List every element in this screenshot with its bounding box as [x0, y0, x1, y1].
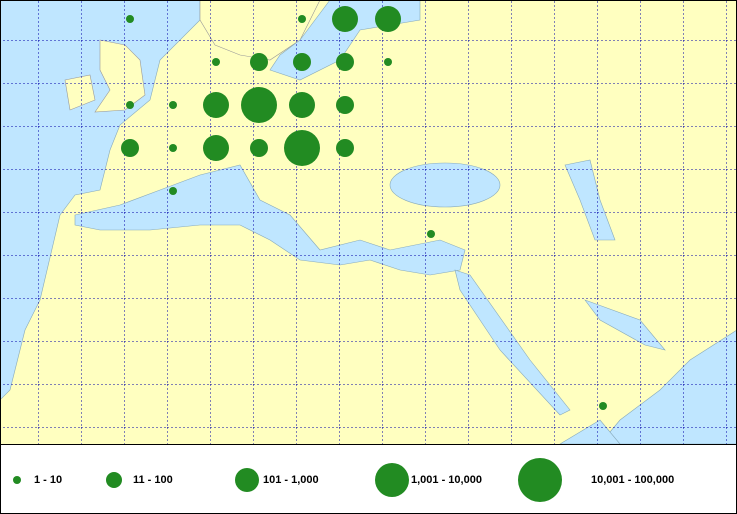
symbol	[336, 139, 354, 157]
symbol	[250, 53, 268, 71]
legend-label: 1,001 - 10,000	[411, 474, 482, 486]
legend-label: 10,001 - 100,000	[591, 474, 674, 486]
legend-symbol	[375, 463, 409, 497]
symbol	[126, 15, 134, 23]
legend-symbol	[13, 476, 21, 484]
symbol	[298, 15, 306, 23]
legend-symbol	[235, 468, 259, 492]
legend-symbol	[106, 472, 122, 488]
legend-label: 1 - 10	[34, 474, 62, 486]
legend: 1 - 10 11 - 100 101 - 1,000 1,001 - 10,000 1…	[13, 458, 674, 502]
symbol	[241, 87, 277, 123]
legend-label: 101 - 1,000	[263, 474, 319, 486]
symbol	[375, 6, 401, 32]
symbol	[427, 230, 435, 238]
symbol	[336, 96, 354, 114]
symbol	[284, 130, 320, 166]
symbol	[289, 92, 315, 118]
symbol	[203, 135, 229, 161]
legend-box	[0, 444, 737, 514]
symbol	[250, 139, 268, 157]
symbol	[203, 92, 229, 118]
symbol	[121, 139, 139, 157]
legend-symbol	[518, 458, 562, 502]
symbol	[384, 58, 392, 66]
symbol	[126, 101, 134, 109]
symbol	[293, 53, 311, 71]
symbol	[169, 187, 177, 195]
symbol	[169, 101, 177, 109]
symbol	[599, 402, 607, 410]
symbol	[336, 53, 354, 71]
symbol	[169, 144, 177, 152]
symbol	[212, 58, 220, 66]
basemap	[0, 0, 737, 445]
symbol	[332, 6, 358, 32]
legend-label: 11 - 100	[133, 474, 173, 486]
symbols	[121, 6, 607, 410]
